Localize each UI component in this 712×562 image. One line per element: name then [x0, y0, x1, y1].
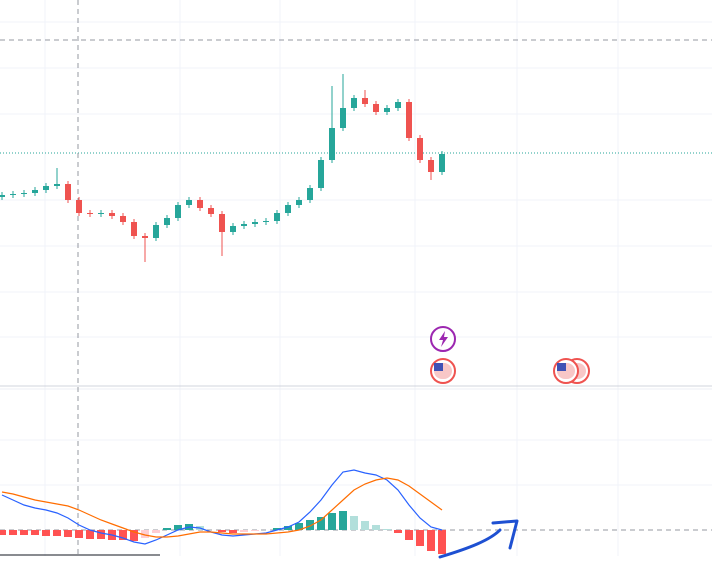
histogram-bar [218, 530, 226, 532]
histogram-bar [317, 517, 325, 530]
histogram-bar [97, 530, 105, 539]
histogram-bar [416, 530, 424, 546]
candle-body [76, 200, 82, 213]
candle-body [241, 224, 247, 226]
flag-icon[interactable] [553, 358, 579, 384]
candle-body [384, 108, 390, 112]
histogram-bar [64, 530, 72, 537]
flag-canton [557, 363, 566, 371]
candle-body [32, 190, 38, 193]
candle-body [263, 221, 269, 222]
candle-body [87, 213, 93, 214]
candle-body [131, 222, 137, 236]
histogram-bar [174, 525, 182, 530]
candle-body [208, 208, 214, 214]
histogram-bar [163, 528, 171, 530]
histogram-bar [9, 530, 17, 535]
candle-body [417, 138, 423, 160]
candle-body [10, 194, 16, 195]
flag-canton [434, 363, 443, 371]
signal-line [1, 477, 443, 538]
candle-body [219, 214, 225, 232]
histogram-bar [141, 530, 149, 538]
histogram-bar [240, 530, 248, 532]
candle-body [54, 184, 60, 186]
candle-body [164, 218, 170, 225]
histogram-bar [119, 530, 127, 540]
candle-body [274, 213, 280, 221]
candle-body [428, 160, 434, 172]
candle-body [439, 154, 445, 172]
candle-body [186, 200, 192, 205]
histogram-bar [251, 530, 259, 531]
histogram-bar [20, 530, 28, 535]
candle-body [329, 128, 335, 160]
lightning-icon [439, 331, 448, 347]
histogram-bar [394, 530, 402, 533]
candle-body [175, 205, 181, 218]
candle-body [351, 98, 357, 108]
histogram-bar [273, 528, 281, 530]
histogram-bar [361, 521, 369, 530]
histogram-bar [31, 530, 39, 535]
histogram-bar [86, 530, 94, 539]
candle-body [252, 222, 258, 224]
candle-body [296, 200, 302, 205]
histogram-bar [405, 530, 413, 540]
candle-body [362, 98, 368, 104]
candle-body [109, 213, 115, 216]
candle-body [373, 104, 379, 112]
series [0, 74, 446, 554]
histogram-bar [372, 525, 380, 530]
candle-body [230, 226, 236, 232]
histogram-bar [130, 530, 138, 541]
histogram-bar [229, 530, 237, 533]
events [430, 326, 590, 384]
candle-body [406, 102, 412, 138]
candle-body [307, 188, 313, 200]
histogram-bar [427, 530, 435, 551]
candle-body [395, 102, 401, 108]
histogram-bar [42, 530, 50, 536]
candle-body [21, 193, 27, 194]
candle-body [142, 236, 148, 238]
histogram-bar [53, 530, 61, 536]
histogram-bar [438, 530, 446, 554]
candle-body [197, 200, 203, 208]
flag-icon[interactable] [430, 358, 456, 384]
macd-line [1, 469, 443, 545]
histogram-bar [152, 530, 160, 533]
drawing-arrow [438, 519, 519, 559]
histogram-bar [306, 520, 314, 530]
histogram-bar [350, 516, 358, 530]
histogram-bar [383, 529, 391, 530]
histogram-bar [295, 523, 303, 530]
candle-body [43, 186, 49, 190]
candle-body [153, 225, 159, 238]
candle-body [120, 216, 126, 222]
candle-body [285, 205, 291, 213]
histogram-bar [75, 530, 83, 538]
histogram-bar [339, 511, 347, 530]
histogram-bar [0, 530, 6, 535]
candle-body [98, 213, 104, 214]
candle-body [340, 108, 346, 128]
candle-body [318, 160, 324, 188]
histogram-bar [328, 513, 336, 530]
candle-body [65, 184, 71, 200]
candle-body [0, 195, 5, 197]
histogram-bar [284, 526, 292, 530]
